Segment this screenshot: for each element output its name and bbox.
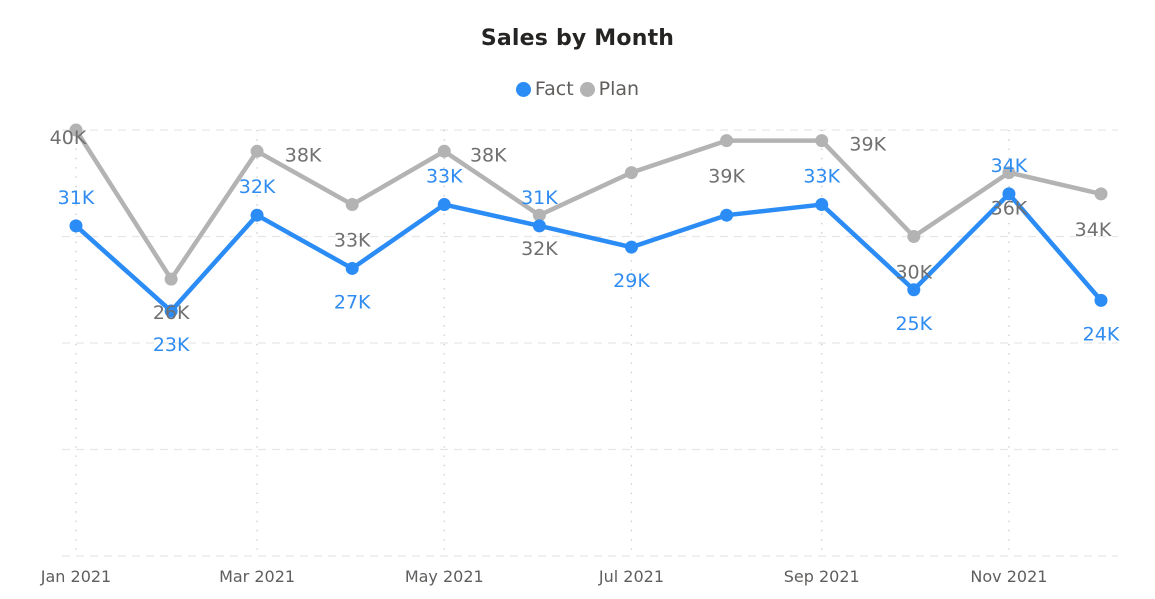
legend-plan-marker-icon: [579, 81, 595, 97]
data-point-fact[interactable]: [624, 240, 638, 254]
data-point-fact[interactable]: [532, 219, 546, 233]
data-point-fact[interactable]: [250, 208, 264, 222]
data-label-plan: 39K: [708, 166, 745, 188]
data-label-fact: 33K: [426, 166, 463, 188]
data-label-plan: 38K: [470, 144, 507, 166]
x-tick-label: Nov 2021: [970, 567, 1047, 586]
x-tick-label: Mar 2021: [219, 567, 295, 586]
legend-plan-label: Plan: [598, 78, 640, 100]
legend-item-fact[interactable]: Fact: [515, 78, 574, 100]
data-point-plan[interactable]: [69, 123, 83, 137]
legend-fact-marker-icon: [515, 81, 531, 97]
data-label-plan: 36K: [991, 198, 1028, 220]
data-label-plan: 34K: [1075, 219, 1112, 241]
data-point-fact[interactable]: [164, 304, 178, 318]
data-point-fact[interactable]: [1094, 293, 1108, 307]
x-tick-label: Sep 2021: [784, 567, 860, 586]
data-label-plan: 38K: [285, 144, 322, 166]
data-point-plan[interactable]: [1002, 166, 1016, 180]
legend: Fact Plan: [0, 78, 1155, 100]
data-label-plan: 39K: [849, 134, 886, 156]
data-point-plan[interactable]: [907, 230, 921, 243]
series-line-plan: [74, 128, 1102, 282]
series-lines: [69, 123, 1108, 318]
data-label-fact: 29K: [613, 270, 650, 292]
data-point-plan[interactable]: [437, 144, 451, 158]
data-label-plan: 32K: [521, 238, 558, 260]
data-label-fact: 31K: [521, 187, 558, 209]
x-axis: Jan 2021 Mar 2021 May 2021 Jul 2021 Sep 2021…: [40, 567, 1048, 586]
data-label-fact: 27K: [334, 291, 371, 313]
data-point-fact[interactable]: [69, 219, 83, 233]
data-point-plan[interactable]: [345, 198, 359, 212]
data-point-fact[interactable]: [907, 283, 921, 297]
data-label-fact: 31K: [58, 187, 95, 209]
data-point-fact[interactable]: [437, 198, 451, 212]
data-label-fact: 32K: [239, 176, 276, 198]
data-point-fact[interactable]: [720, 208, 734, 222]
data-label-fact: 34K: [991, 155, 1028, 177]
data-label-plan: 30K: [895, 262, 932, 284]
data-label-fact: 23K: [153, 334, 190, 356]
data-point-plan[interactable]: [624, 166, 638, 180]
legend-fact-label: Fact: [534, 78, 574, 100]
data-point-plan[interactable]: [1094, 187, 1108, 201]
x-tick-label: Jan 2021: [40, 567, 111, 586]
data-point-plan[interactable]: [720, 134, 734, 148]
x-tick-label: Jul 2021: [598, 567, 664, 586]
data-point-plan[interactable]: [815, 134, 829, 148]
data-label-plan: 40K: [50, 127, 87, 149]
x-tick-label: May 2021: [405, 567, 484, 586]
data-label-plan: 33K: [334, 230, 371, 252]
data-point-fact[interactable]: [345, 261, 359, 275]
data-label-fact: 25K: [895, 313, 932, 335]
data-point-fact[interactable]: [1002, 187, 1016, 201]
data-point-fact[interactable]: [815, 198, 829, 212]
data-label-fact: 33K: [803, 166, 840, 188]
data-label-fact: 24K: [1083, 323, 1120, 345]
legend-item-plan[interactable]: Plan: [579, 78, 640, 100]
series-line-fact: [74, 191, 1103, 314]
data-point-plan[interactable]: [532, 208, 546, 222]
data-point-plan[interactable]: [164, 272, 178, 286]
data-labels: 40K 26K 38K 33K 38K 32K 39K 39K 30K 36K 34K 31K 23K 3…: [50, 127, 1120, 356]
chart-title: Sales by Month: [480, 26, 675, 51]
data-point-plan[interactable]: [250, 144, 264, 158]
data-label-plan: 26K: [153, 302, 190, 324]
